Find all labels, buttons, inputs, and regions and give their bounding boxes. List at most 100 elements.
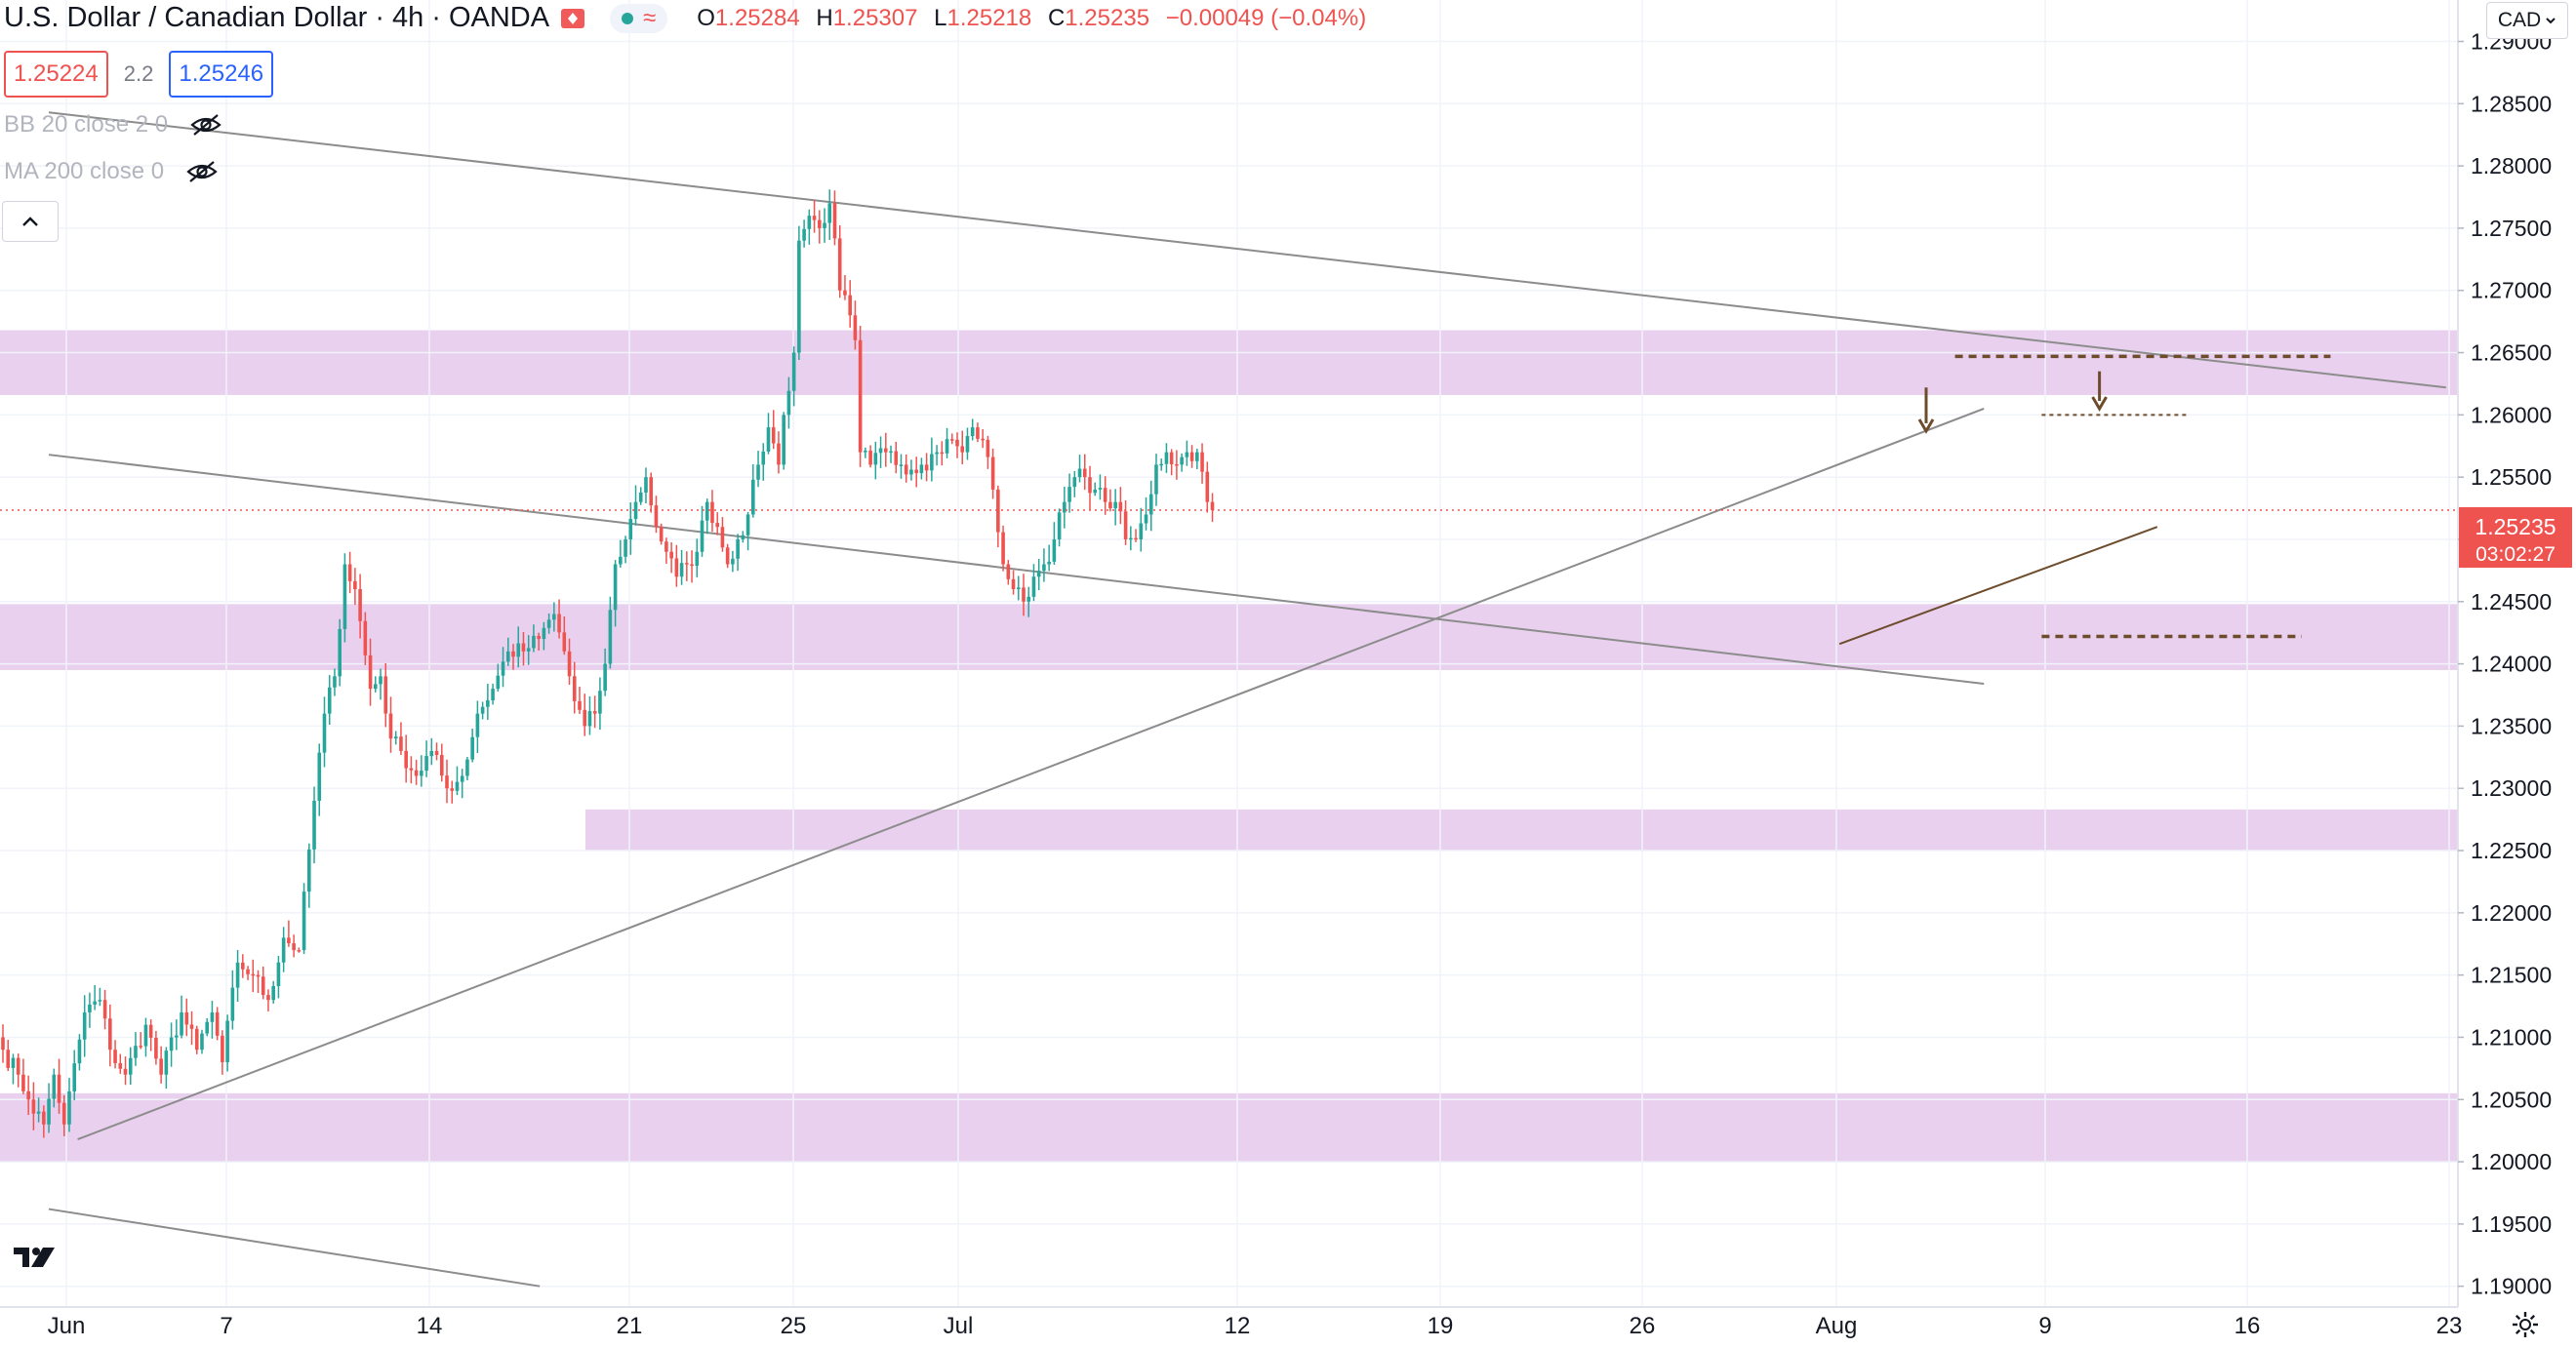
candle-body[interactable] <box>725 547 730 565</box>
candle-body[interactable] <box>383 676 388 714</box>
trendline[interactable] <box>77 408 1985 1141</box>
candle-body[interactable] <box>1047 561 1051 565</box>
candle-body[interactable] <box>424 756 428 772</box>
candle-body[interactable] <box>685 563 689 565</box>
candle-body[interactable] <box>445 775 449 789</box>
candle-body[interactable] <box>61 1102 66 1125</box>
candle-body[interactable] <box>108 1018 112 1051</box>
candle-body[interactable] <box>1082 468 1087 478</box>
candle-body[interactable] <box>358 589 362 621</box>
candle-body[interactable] <box>904 464 908 475</box>
candle-body[interactable] <box>327 687 332 714</box>
candle-body[interactable] <box>537 635 541 640</box>
candle-body[interactable] <box>276 962 281 986</box>
candle-body[interactable] <box>756 464 760 480</box>
candle-body[interactable] <box>935 452 939 455</box>
candle-body[interactable] <box>526 648 531 652</box>
candle-body[interactable] <box>981 438 985 441</box>
candle-body[interactable] <box>720 527 725 548</box>
candle-body[interactable] <box>333 676 337 688</box>
candle-body[interactable] <box>761 451 766 465</box>
candle-body[interactable] <box>1031 576 1036 597</box>
candle-body[interactable] <box>139 1046 143 1048</box>
candle-body[interactable] <box>751 479 755 515</box>
candle-body[interactable] <box>1063 501 1067 513</box>
candle-body[interactable] <box>710 501 714 524</box>
tradingview-logo[interactable] <box>6 1237 64 1278</box>
candle-body[interactable] <box>230 987 235 1021</box>
candle-body[interactable] <box>868 451 872 465</box>
candle-body[interactable] <box>475 713 480 737</box>
candle-body[interactable] <box>57 1074 61 1103</box>
candle-body[interactable] <box>1139 523 1144 539</box>
candle-body[interactable] <box>36 1111 41 1114</box>
candle-body[interactable] <box>1088 477 1092 494</box>
candle-body[interactable] <box>899 464 904 466</box>
candle-body[interactable] <box>72 1063 77 1091</box>
eye-crossed-icon[interactable] <box>189 112 222 138</box>
candle-body[interactable] <box>271 985 275 1001</box>
candle-body[interactable] <box>638 492 643 502</box>
candle-body[interactable] <box>42 1111 46 1125</box>
candle-body[interactable] <box>1067 487 1071 502</box>
candle-body[interactable] <box>1180 456 1184 465</box>
candle-body[interactable] <box>123 1068 128 1075</box>
candle-body[interactable] <box>347 564 352 581</box>
candle-body[interactable] <box>853 315 858 340</box>
candle-body[interactable] <box>1189 452 1194 461</box>
candle-body[interactable] <box>700 520 704 552</box>
candle-body[interactable] <box>450 788 455 791</box>
candle-body[interactable] <box>409 768 414 771</box>
candle-body[interactable] <box>659 527 664 542</box>
candle-body[interactable] <box>1113 501 1117 509</box>
trendline[interactable] <box>48 111 2446 389</box>
candle-body[interactable] <box>782 415 785 465</box>
candle-body[interactable] <box>965 436 970 453</box>
candle-body[interactable] <box>429 750 434 757</box>
candle-body[interactable] <box>624 538 627 557</box>
candle-body[interactable] <box>1195 452 1199 461</box>
candle-body[interactable] <box>786 390 791 416</box>
candle-body[interactable] <box>399 736 403 751</box>
candle-body[interactable] <box>312 800 316 850</box>
candle-body[interactable] <box>598 691 602 714</box>
candle-body[interactable] <box>704 501 709 521</box>
candle-body[interactable] <box>516 643 521 657</box>
candle-body[interactable] <box>909 469 913 475</box>
candle-body[interactable] <box>210 1011 215 1022</box>
candle-body[interactable] <box>843 290 847 296</box>
candle-body[interactable] <box>189 1024 194 1029</box>
candle-body[interactable] <box>184 1011 189 1025</box>
buy-price-button[interactable]: 1.25246 <box>169 51 274 98</box>
candle-body[interactable] <box>200 1033 204 1051</box>
candle-body[interactable] <box>1001 532 1005 565</box>
candle-body[interactable] <box>858 339 863 453</box>
candle-body[interactable] <box>1123 511 1128 539</box>
candle-body[interactable] <box>338 628 342 677</box>
candle-body[interactable] <box>47 1098 51 1125</box>
candle-body[interactable] <box>414 770 419 776</box>
candle-body[interactable] <box>619 556 623 565</box>
candle-body[interactable] <box>393 736 398 739</box>
candle-body[interactable] <box>1026 596 1031 602</box>
candle-body[interactable] <box>480 706 485 714</box>
candle-body[interactable] <box>175 1035 179 1038</box>
candle-body[interactable] <box>802 228 806 241</box>
candle-body[interactable] <box>266 995 270 1001</box>
candle-body[interactable] <box>455 781 460 791</box>
candle-body[interactable] <box>1052 538 1057 562</box>
candle-body[interactable] <box>873 453 878 465</box>
candle-body[interactable] <box>292 943 296 951</box>
candle-body[interactable] <box>848 295 852 316</box>
candle-body[interactable] <box>1154 464 1158 495</box>
candle-body[interactable] <box>771 427 776 444</box>
market-status[interactable]: ≈ <box>610 3 668 33</box>
support-resistance-zone[interactable] <box>585 809 2458 852</box>
candle-body[interactable] <box>420 771 423 776</box>
candle-body[interactable] <box>118 1062 123 1069</box>
candle-body[interactable] <box>102 1000 107 1019</box>
candle-body[interactable] <box>924 464 929 471</box>
candle-body[interactable] <box>491 689 495 701</box>
candle-body[interactable] <box>731 558 735 565</box>
candle-body[interactable] <box>807 216 812 229</box>
